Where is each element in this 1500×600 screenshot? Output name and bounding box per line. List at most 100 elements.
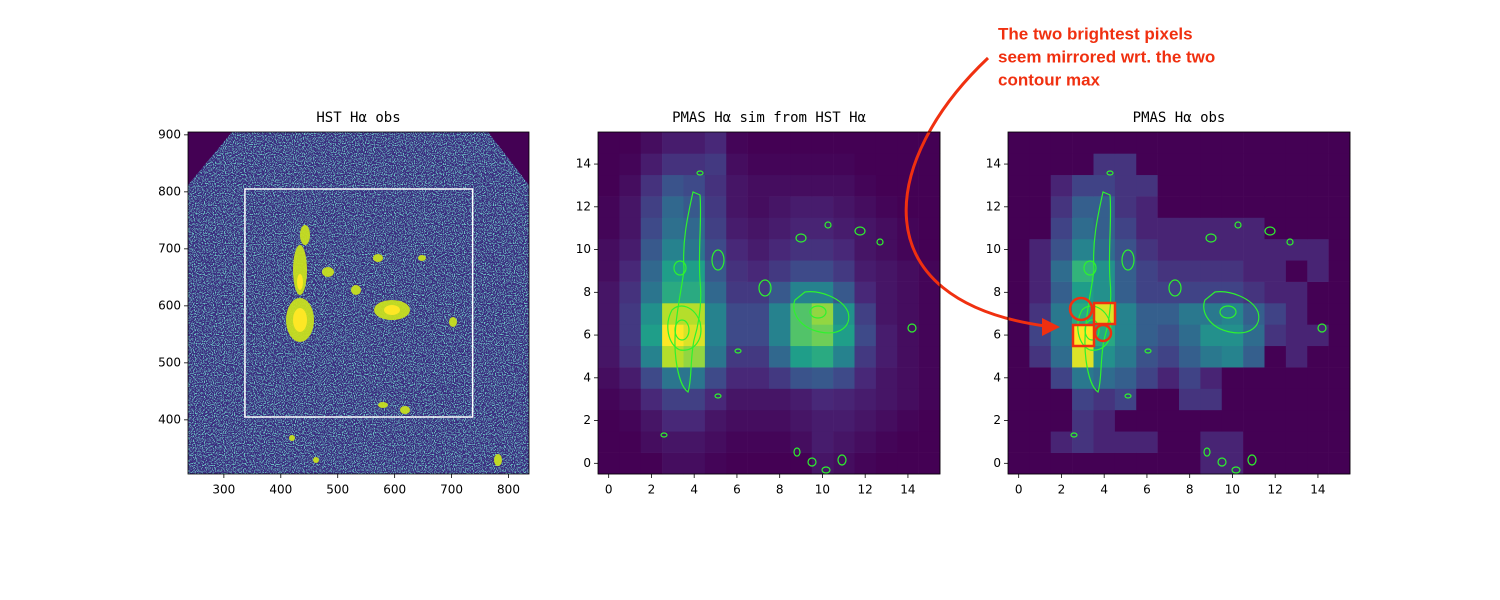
- heat-cell: [1221, 217, 1244, 240]
- heat-cell: [1243, 303, 1265, 325]
- heat-cell: [1285, 324, 1308, 347]
- heat-cell: [1328, 345, 1351, 368]
- heat-cell: [1093, 367, 1116, 389]
- heat-cell: [662, 345, 684, 368]
- axes-frame: [1007, 131, 1351, 475]
- heat-cell: [640, 217, 663, 240]
- heat-cell: [1264, 409, 1287, 432]
- heat-cell: [1285, 431, 1308, 453]
- heat-cell: [918, 196, 941, 218]
- heat-cell: [726, 345, 748, 368]
- heat-cell: [1008, 153, 1030, 176]
- heat-cell: [854, 260, 877, 282]
- heat-cell: [598, 217, 620, 240]
- heat-cell: [897, 238, 919, 261]
- heat-cell: [704, 324, 727, 347]
- heat-cell: [1221, 238, 1244, 261]
- heat-cell: [1029, 452, 1052, 475]
- heat-cell: [1072, 345, 1094, 368]
- heat-cell: [1221, 324, 1244, 347]
- heat-cell: [769, 324, 791, 347]
- heat-cell: [726, 238, 748, 261]
- y-tick-label: 800: [158, 184, 181, 198]
- heat-cell: [811, 132, 834, 154]
- heat-cell: [811, 281, 834, 304]
- heat-cell: [683, 238, 706, 261]
- heat-cell: [1200, 238, 1223, 261]
- heat-cell: [1328, 367, 1351, 389]
- heat-cell: [1285, 132, 1308, 154]
- heat-cell: [1328, 431, 1351, 453]
- heat-cell: [704, 196, 727, 218]
- heat-cell: [769, 409, 791, 432]
- heat-cell: [1200, 260, 1223, 282]
- annotation: seem mirrored wrt. the two: [998, 47, 1215, 66]
- heat-cell: [619, 153, 642, 176]
- heat-cell: [598, 431, 620, 453]
- heat-cell: [897, 452, 919, 475]
- heat-cell: [704, 217, 727, 240]
- heat-cell: [619, 238, 642, 261]
- heat-cell: [897, 196, 919, 218]
- heat-cell: [833, 324, 855, 347]
- heat-cell: [897, 388, 919, 411]
- y-tick-label: 2: [993, 413, 1001, 427]
- heat-cell: [1136, 431, 1158, 453]
- heat-cell: [598, 174, 620, 197]
- heat-cell: [790, 388, 813, 411]
- heat-cell: [619, 132, 642, 154]
- heat-cell: [769, 345, 791, 368]
- heat-cell: [1243, 153, 1265, 176]
- heat-cell: [875, 260, 898, 282]
- heat-cell: [704, 431, 727, 453]
- heat-cell: [769, 174, 791, 197]
- heat-cell: [1200, 324, 1223, 347]
- heat-cell: [918, 132, 941, 154]
- y-tick-label: 8: [583, 285, 591, 299]
- heat-cell: [1307, 196, 1329, 218]
- heat-cell: [1008, 260, 1030, 282]
- heat-cell: [704, 409, 727, 432]
- heat-cell: [769, 153, 791, 176]
- heat-cell: [1008, 217, 1030, 240]
- heat-cell: [1307, 153, 1329, 176]
- heat-cell: [1008, 196, 1030, 218]
- panel-title: PMAS Hα sim from HST Hα: [672, 110, 866, 126]
- y-tick-label: 500: [158, 355, 181, 369]
- heat-cell: [726, 281, 748, 304]
- x-tick-label: 8: [1186, 483, 1194, 497]
- heat-cell: [619, 388, 642, 411]
- heat-cell: [875, 324, 898, 347]
- heat-cell: [790, 132, 813, 154]
- heat-cell: [1243, 367, 1265, 389]
- heat-cell: [1029, 153, 1052, 176]
- heat-cell: [1050, 388, 1073, 411]
- y-tick-label: 8: [993, 285, 1001, 299]
- heat-cell: [790, 260, 813, 282]
- heat-cell: [1200, 196, 1223, 218]
- heat-cell: [769, 132, 791, 154]
- heat-cell: [640, 431, 663, 453]
- heat-cell: [726, 388, 748, 411]
- heat-cell: [704, 452, 727, 475]
- y-tick-label: 12: [576, 199, 591, 213]
- heat-cell: [918, 409, 941, 432]
- heat-cell: [1221, 345, 1244, 368]
- heat-cell: [747, 345, 770, 368]
- region-box: [244, 188, 474, 418]
- heat-cell: [811, 409, 834, 432]
- heat-cell: [833, 345, 855, 368]
- heat-cell: [598, 153, 620, 176]
- heat-cell: [1179, 367, 1201, 389]
- heat-cell: [1221, 260, 1244, 282]
- heat-cell: [1114, 196, 1137, 218]
- heat-cell: [1179, 281, 1201, 304]
- y-tick-label: 2: [583, 413, 591, 427]
- y-tick-label: 4: [993, 370, 1001, 384]
- heat-cell: [1285, 388, 1308, 411]
- heat-cell: [1200, 217, 1223, 240]
- heat-cell: [811, 217, 834, 240]
- heat-cell: [1243, 345, 1265, 368]
- heat-cell: [1221, 409, 1244, 432]
- heat-cell: [662, 153, 684, 176]
